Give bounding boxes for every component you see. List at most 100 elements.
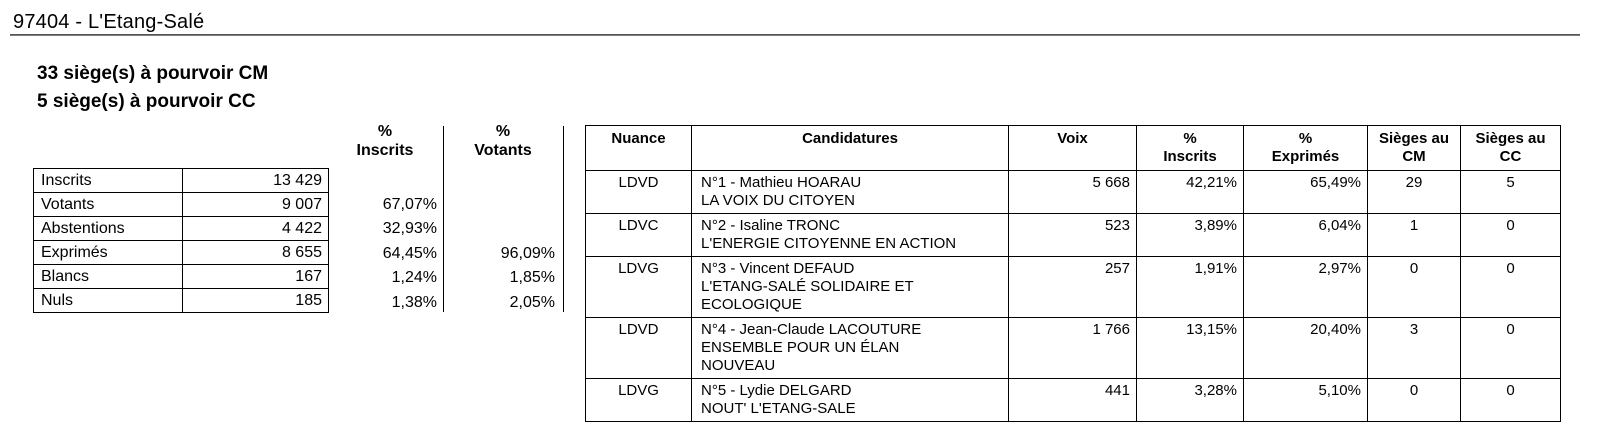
pct-inscrits-value: 67,07% <box>382 195 437 213</box>
results-column-header: Sièges au CM <box>1367 125 1461 171</box>
participation-table: Inscrits 13 429 Votants 9 007 Abstentions 4 4… <box>33 168 329 313</box>
pct-inscrits-cell: 3,89% <box>1136 213 1244 257</box>
candidate-list-label: ENSEMBLE POUR UN ÉLAN <box>701 339 900 356</box>
participation-label: Blancs <box>33 264 183 289</box>
participation-row: Nuls 185 <box>33 288 329 313</box>
pct-votants-value <box>453 168 555 193</box>
voix-cell: 5 668 <box>1008 170 1137 214</box>
pct-inscrits-value: 1,38% <box>391 293 437 311</box>
candidatures-cell: N°3 - Vincent DEFAUD L'ETANG-SALÉ SOLIDAI… <box>691 256 1009 318</box>
results-row: LDVC N°2 - Isaline TRONC L'ENERGIE CITOYEN… <box>585 213 1561 257</box>
results-header-row: Nuance Candidatures Voix% Inscrits% Exprim… <box>585 125 1561 171</box>
candidatures-cell: N°4 - Jean-Claude LACOUTURE ENSEMBLE POUR… <box>691 317 1009 379</box>
sieges-cc-cell: 5 <box>1460 170 1561 214</box>
sieges-cm-cell: 29 <box>1367 170 1461 214</box>
column-divider-line <box>443 126 444 312</box>
nuance-cell: LDVD <box>585 170 692 214</box>
sieges-cc-cell: 0 <box>1460 256 1561 318</box>
pct-votants-value <box>453 193 555 218</box>
participation-row: Votants 9 007 <box>33 192 329 217</box>
participation-row: Inscrits 13 429 <box>33 168 329 193</box>
participation-value: 4 422 <box>182 216 329 241</box>
nuance-cell: LDVD <box>585 317 692 379</box>
results-row: LDVG N°3 - Vincent DEFAUD L'ETANG-SALÉ SOL… <box>585 256 1561 318</box>
nuance-cell: LDVG <box>585 378 692 422</box>
pct-inscrits-cell: 13,15% <box>1136 317 1244 379</box>
pct-votants-value: 96,09% <box>500 244 555 262</box>
candidate-list-label: LA VOIX DU CITOYEN <box>701 192 855 209</box>
participation-value: 8 655 <box>182 240 329 265</box>
nuance-cell: LDVC <box>585 213 692 257</box>
results-column-header: Nuance <box>585 125 692 171</box>
results-column-header: Voix <box>1008 125 1137 171</box>
participation-label: Votants <box>33 192 183 217</box>
pct-inscrits-cell: 1,91% <box>1136 256 1244 318</box>
pct-votants-value: 2,05% <box>509 293 555 311</box>
page-title: 97404 - L'Etang-Salé <box>13 11 205 33</box>
participation-row: Exprimés 8 655 <box>33 240 329 265</box>
participation-value: 9 007 <box>182 192 329 217</box>
participation-row: Abstentions 4 422 <box>33 216 329 241</box>
sieges-cm-cell: 0 <box>1367 256 1461 318</box>
pct-votants-value: 1,85% <box>509 269 555 286</box>
sieges-cc-cell: 0 <box>1460 317 1561 379</box>
results-row: LDVD N°1 - Mathieu HOARAU LA VOIX DU CITOY… <box>585 170 1561 214</box>
participation-label: Nuls <box>33 288 183 313</box>
participation-value: 167 <box>182 264 329 289</box>
pct-inscrits-value: 64,45% <box>382 244 437 262</box>
pct-exprimes-cell: 6,04% <box>1243 213 1368 257</box>
voix-cell: 257 <box>1008 256 1137 318</box>
sieges-cm-cell: 3 <box>1367 317 1461 379</box>
pct-inscrits-values-column: 67,07% 32,93% 64,45% 1,24% 1,38% <box>335 168 437 315</box>
pct-inscrits-cell: 42,21% <box>1136 170 1244 214</box>
candidate-list-label: ECOLOGIQUE <box>701 296 802 313</box>
participation-value: 13 429 <box>182 168 329 193</box>
pct-exprimes-cell: 20,40% <box>1243 317 1368 379</box>
candidate-list-label: L'ENERGIE CITOYENNE EN ACTION <box>701 235 957 252</box>
participation-label: Inscrits <box>33 168 183 193</box>
voix-cell: 523 <box>1008 213 1137 257</box>
sieges-cc-cell: 0 <box>1460 378 1561 422</box>
participation-row: Blancs 167 <box>33 264 329 289</box>
nuance-cell: LDVG <box>585 256 692 318</box>
pct-exprimes-cell: 5,10% <box>1243 378 1368 422</box>
column-divider-line <box>563 126 564 312</box>
candidatures-cell: N°2 - Isaline TRONC L'ENERGIE CITOYENNE E… <box>691 213 1009 257</box>
candidate-name: N°4 - Jean-Claude LACOUTURE <box>701 321 922 338</box>
pct-votants-values-column: 96,09% 1,85% 2,05% <box>453 168 555 315</box>
candidate-name: N°3 - Vincent DEFAUD <box>701 260 855 277</box>
results-column-header: % Inscrits <box>1136 125 1244 171</box>
candidatures-cell: N°1 - Mathieu HOARAU LA VOIX DU CITOYEN <box>691 170 1009 214</box>
voix-cell: 441 <box>1008 378 1137 422</box>
results-column-header: % Exprimés <box>1243 125 1368 171</box>
candidate-list-label: NOUVEAU <box>701 357 776 374</box>
sieges-cc-cell: 0 <box>1460 213 1561 257</box>
participation-value: 185 <box>182 288 329 313</box>
title-underline-rule <box>10 34 1580 36</box>
seats-cc-heading: 5 siège(s) à pourvoir CC <box>37 91 256 112</box>
candidate-name: N°5 - Lydie DELGARD <box>701 382 852 399</box>
candidatures-cell: N°5 - Lydie DELGARD NOUT' L'ETANG-SALE <box>691 378 1009 422</box>
results-row: LDVG N°5 - Lydie DELGARD NOUT' L'ETANG-SAL… <box>585 378 1561 422</box>
candidate-name: N°1 - Mathieu HOARAU <box>701 174 862 191</box>
pct-inscrits-value: 1,24% <box>391 269 437 286</box>
results-column-header: Sièges au CC <box>1460 125 1561 171</box>
candidate-list-label: L'ETANG-SALÉ SOLIDAIRE ET <box>701 278 914 295</box>
pct-exprimes-cell: 2,97% <box>1243 256 1368 318</box>
candidate-name: N°2 - Isaline TRONC <box>701 217 841 234</box>
seats-cm-heading: 33 siège(s) à pourvoir CM <box>37 63 269 84</box>
voix-cell: 1 766 <box>1008 317 1137 379</box>
pct-inscrits-value: 32,93% <box>382 220 437 237</box>
results-row: LDVD N°4 - Jean-Claude LACOUTURE ENSEMBLE … <box>585 317 1561 379</box>
pct-inscrits-column-header: % Inscrits <box>356 123 414 159</box>
participation-label: Exprimés <box>33 240 183 265</box>
candidate-list-label: NOUT' L'ETANG-SALE <box>701 400 856 417</box>
results-table: Nuance Candidatures Voix% Inscrits% Exprim… <box>585 125 1561 422</box>
pct-votants-column-header: % Votants <box>474 123 532 159</box>
pct-inscrits-cell: 3,28% <box>1136 378 1244 422</box>
sieges-cm-cell: 0 <box>1367 378 1461 422</box>
pct-votants-value <box>453 217 555 242</box>
participation-label: Abstentions <box>33 216 183 241</box>
pct-exprimes-cell: 65,49% <box>1243 170 1368 214</box>
